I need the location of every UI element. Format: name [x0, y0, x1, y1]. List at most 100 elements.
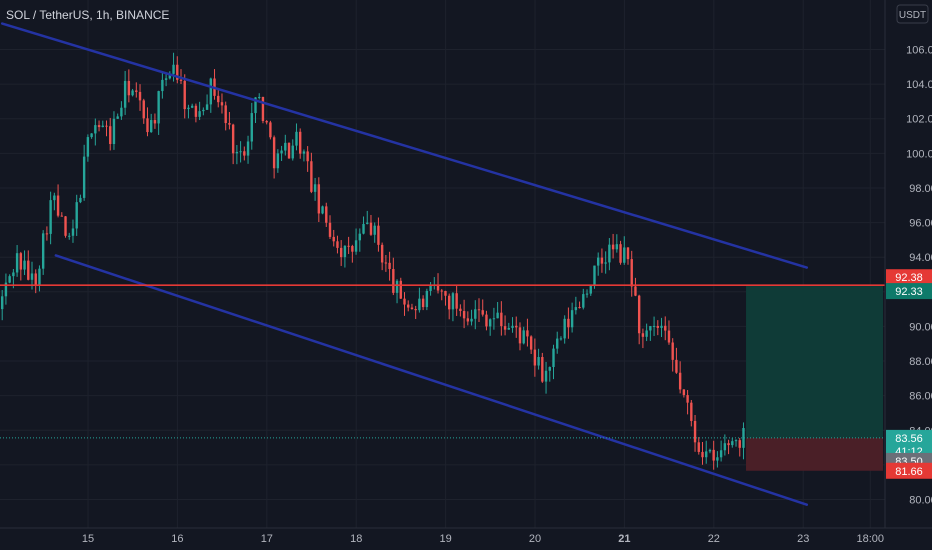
candle-body [425, 290, 429, 308]
currency-button[interactable]: USDT [896, 4, 929, 24]
price-tick-label: 90.00 [909, 321, 932, 333]
candle-body [157, 91, 160, 124]
candle-body [548, 367, 551, 371]
candle-body [556, 338, 559, 349]
candle-body [38, 268, 41, 286]
candle-body [49, 200, 52, 234]
candle-body [217, 95, 220, 103]
candle-body [172, 64, 175, 74]
candle-body [53, 195, 56, 201]
time-tick-label: 20 [529, 533, 541, 545]
candle-body [358, 233, 361, 241]
candle-body [41, 233, 45, 269]
price-tag-text: 92.33 [895, 286, 923, 298]
candle-body [492, 318, 496, 320]
grid-lines [0, 0, 885, 528]
candle-body [254, 97, 257, 114]
channel-line-upper[interactable] [0, 22, 809, 269]
candle-body [664, 325, 667, 331]
price-tick-label: 100.00 [906, 148, 932, 160]
candle-body [678, 372, 682, 390]
candle-body [228, 123, 231, 125]
candle-body [250, 113, 253, 142]
candle-body [235, 151, 239, 154]
candle-body [623, 247, 626, 263]
currency-label: USDT [899, 10, 926, 21]
candle-body [686, 395, 689, 403]
candle-body [496, 312, 499, 319]
price-tag-bg [886, 462, 932, 479]
candle-body [295, 131, 298, 146]
candle-body [68, 235, 71, 237]
candle-body [377, 225, 380, 245]
candle-body [101, 125, 104, 128]
candle-body [164, 78, 168, 80]
time-tick-label: 15 [82, 533, 94, 545]
drawing-lines[interactable] [0, 22, 885, 506]
candle-body [392, 269, 395, 293]
candle-body [86, 137, 90, 157]
candle-body [567, 318, 570, 328]
candle-body [421, 298, 425, 308]
candle-body [56, 195, 60, 216]
candle-body [641, 333, 645, 337]
candle-body [719, 450, 723, 458]
time-axis[interactable]: 15 16 17 18 19 20 21 22 23 18:00 [82, 533, 884, 545]
price-tick-label: 88.00 [909, 356, 932, 368]
price-tick-label: 86.00 [909, 391, 932, 403]
price-tick-label: 98.00 [909, 183, 932, 195]
candle-body [328, 222, 332, 237]
candle-body [395, 280, 399, 293]
profit-zone[interactable] [746, 286, 883, 438]
candle-body [34, 273, 37, 286]
candle-body [246, 141, 250, 156]
candle-body [317, 184, 321, 214]
price-tick-label: 94.00 [909, 252, 932, 264]
time-tick-label: 16 [171, 533, 183, 545]
loss-zone[interactable] [746, 437, 883, 471]
candle-body [597, 257, 600, 266]
candle-body [410, 307, 414, 310]
candle-body [388, 262, 391, 270]
price-tag-text: 81.66 [895, 466, 923, 478]
candle-body [109, 126, 112, 145]
candle-body [276, 153, 280, 169]
candle-body [339, 247, 343, 258]
price-tag-bg [886, 283, 932, 300]
candle-body [485, 314, 488, 327]
candle-body [373, 225, 376, 235]
candle-body [727, 443, 730, 446]
candle-body [570, 310, 574, 328]
time-tick-label: 23 [797, 533, 809, 545]
candle-body [12, 272, 15, 277]
candle-body [697, 442, 700, 452]
candle-body [470, 318, 473, 322]
time-tick-label: 17 [261, 533, 273, 545]
candle-body [637, 295, 641, 334]
candle-body [630, 259, 633, 287]
candle-body [369, 222, 373, 235]
time-tick-label: 22 [708, 533, 720, 545]
candle-body [261, 96, 265, 122]
candle-body [440, 290, 443, 292]
candle-body [693, 420, 697, 443]
candle-body [198, 111, 201, 117]
candle-body [194, 105, 198, 117]
candle-body [481, 310, 484, 315]
candle-body [265, 121, 268, 123]
candle-body [507, 327, 510, 330]
candle-body [332, 236, 335, 242]
candle-body [45, 233, 49, 235]
candle-body [645, 330, 648, 337]
channel-line-lower[interactable] [54, 254, 809, 506]
candle-body [79, 197, 82, 203]
long-position-tool[interactable] [746, 286, 883, 471]
candle-body [500, 312, 503, 327]
candle-body [94, 125, 97, 134]
candle-body [518, 327, 522, 344]
candle-body [362, 223, 365, 234]
candle-body [474, 309, 477, 319]
candle-body [515, 325, 518, 328]
